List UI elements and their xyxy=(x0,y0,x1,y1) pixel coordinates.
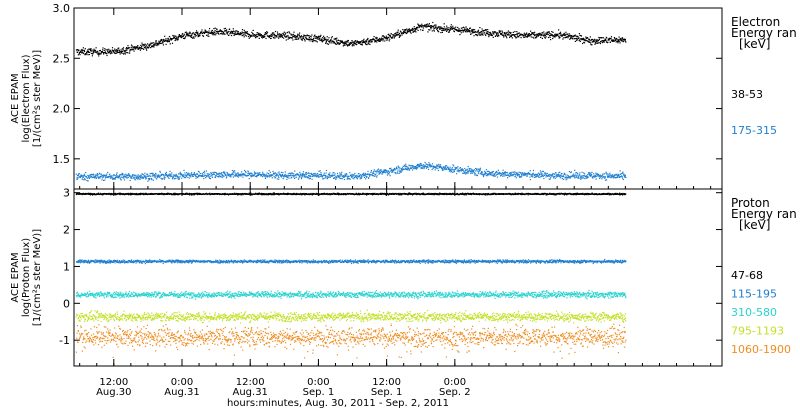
xtick-time-label: 0:00 xyxy=(444,377,466,388)
proton-ytick-label: 0 xyxy=(63,297,70,310)
electron-series-38-53 xyxy=(75,21,627,57)
proton-ylabel-line: ACE EPAM xyxy=(10,252,21,302)
electron-ytick-label: 1.5 xyxy=(53,153,71,166)
xtick-time-label: 12:00 xyxy=(372,377,401,388)
xtick-date-label: Aug.30 xyxy=(96,387,131,398)
xtick-date-label: Aug.31 xyxy=(232,387,267,398)
proton-legend-entry: 1060-1900 xyxy=(731,343,791,356)
proton-series-1060-1900 xyxy=(75,323,627,359)
electron-ylabel-line: [1/(cm²s ster MeV)] xyxy=(32,50,43,147)
proton-ytick-label: -1 xyxy=(59,334,70,347)
proton-series-115-195 xyxy=(75,258,627,265)
electron-ylabel-line: ACE EPAM xyxy=(10,73,21,123)
proton-ytick-label: 1 xyxy=(63,260,70,273)
proton-series-47-68 xyxy=(75,192,627,196)
electron-legend-entry: 175-315 xyxy=(731,124,777,137)
proton-legend-entry: 47-68 xyxy=(731,269,763,282)
electron-ytick-label: 3.0 xyxy=(53,2,71,15)
x-axis-label: hours:minutes, Aug. 30, 2011 - Sep. 2, 2… xyxy=(227,398,449,409)
electron-legend-title: Energy ran xyxy=(731,26,797,40)
electron-series-175-315 xyxy=(75,161,627,182)
proton-panel-frame xyxy=(73,188,723,367)
xtick-date-label: Sep. 1 xyxy=(371,387,403,398)
xtick-time-label: 0:00 xyxy=(171,377,193,388)
proton-ytick-label: 2 xyxy=(63,224,70,237)
xtick-time-label: 12:00 xyxy=(236,377,265,388)
proton-ylabel-line: [1/(cm²s ster MeV)] xyxy=(32,229,43,326)
electron-ylabel-line: log(Electron Flux) xyxy=(21,54,32,142)
proton-series-310-580 xyxy=(75,289,627,300)
electron-legend-title: Electron xyxy=(731,15,780,29)
proton-legend-entry: 795-1193 xyxy=(731,325,784,338)
proton-legend-entry: 310-580 xyxy=(731,306,777,319)
proton-legend-title: Energy ran xyxy=(731,207,797,221)
electron-ytick-label: 2.0 xyxy=(53,103,71,116)
xtick-time-label: 0:00 xyxy=(307,377,329,388)
proton-series-795-1193 xyxy=(75,309,627,325)
proton-legend-title: Proton xyxy=(731,196,770,210)
xtick-date-label: Sep. 1 xyxy=(303,387,335,398)
xtick-date-label: Aug.31 xyxy=(164,387,199,398)
proton-ylabel-line: log(Proton Flux) xyxy=(21,238,32,317)
electron-legend-entry: 38-53 xyxy=(731,88,763,101)
proton-legend-title: [keV] xyxy=(739,218,770,232)
xtick-time-label: 12:00 xyxy=(99,377,128,388)
electron-legend-title: [keV] xyxy=(739,37,770,51)
xtick-date-label: Sep. 2 xyxy=(439,387,471,398)
proton-ytick-label: 3 xyxy=(63,187,70,200)
proton-legend-entry: 115-195 xyxy=(731,288,777,301)
electron-ytick-label: 2.5 xyxy=(53,52,71,65)
